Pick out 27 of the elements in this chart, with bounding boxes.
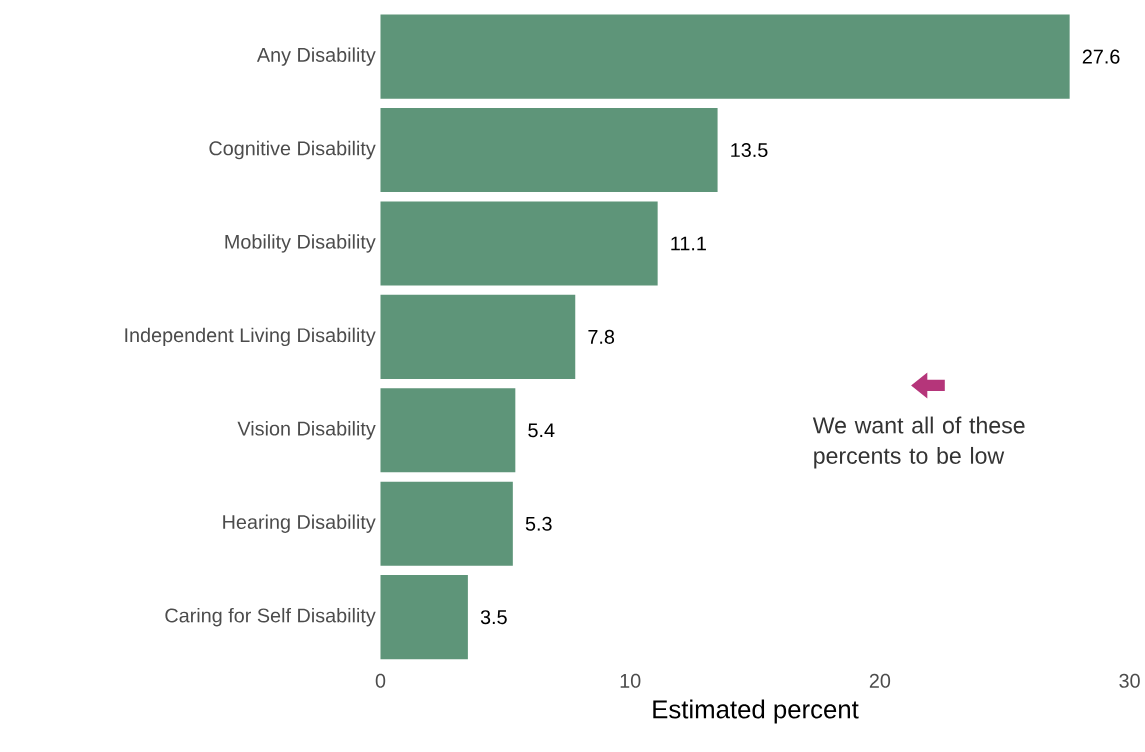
- y-tick-label: Any Disability: [256, 47, 376, 66]
- y-tick-label: Mobility Disability: [225, 234, 376, 253]
- x-tick-label: 30: [1119, 673, 1140, 688]
- y-tick-label: Caring for Self Disability: [165, 607, 376, 627]
- x-axis-title: Estimated percent: [653, 699, 859, 724]
- x-tick-label: 0: [375, 673, 386, 688]
- data-label: 7.8: [588, 329, 615, 344]
- bar: [380, 201, 658, 286]
- data-label: 11.1: [671, 236, 706, 251]
- bar: [380, 481, 513, 566]
- bar: [380, 107, 718, 193]
- y-tick-label: Cognitive Disability: [209, 140, 376, 160]
- data-label: 5.3: [525, 516, 552, 531]
- annotation: We want all of these percents to be low: [812, 416, 1025, 469]
- data-label: 27.6: [1082, 49, 1120, 64]
- y-tick-label: Vision Disability: [237, 421, 376, 440]
- x-tick-label: 20: [869, 673, 891, 688]
- x-tick-label: 10: [620, 673, 641, 688]
- y-tick-label: Independent Living Disability: [125, 327, 376, 347]
- bar: [380, 575, 468, 660]
- data-label: 5.4: [528, 423, 555, 438]
- y-tick-label: Hearing Disability: [223, 514, 376, 533]
- bar: [380, 388, 516, 473]
- data-label: 13.5: [731, 143, 768, 158]
- bar: [380, 14, 1070, 99]
- bar: [380, 294, 576, 379]
- data-label: 3.5: [480, 610, 507, 625]
